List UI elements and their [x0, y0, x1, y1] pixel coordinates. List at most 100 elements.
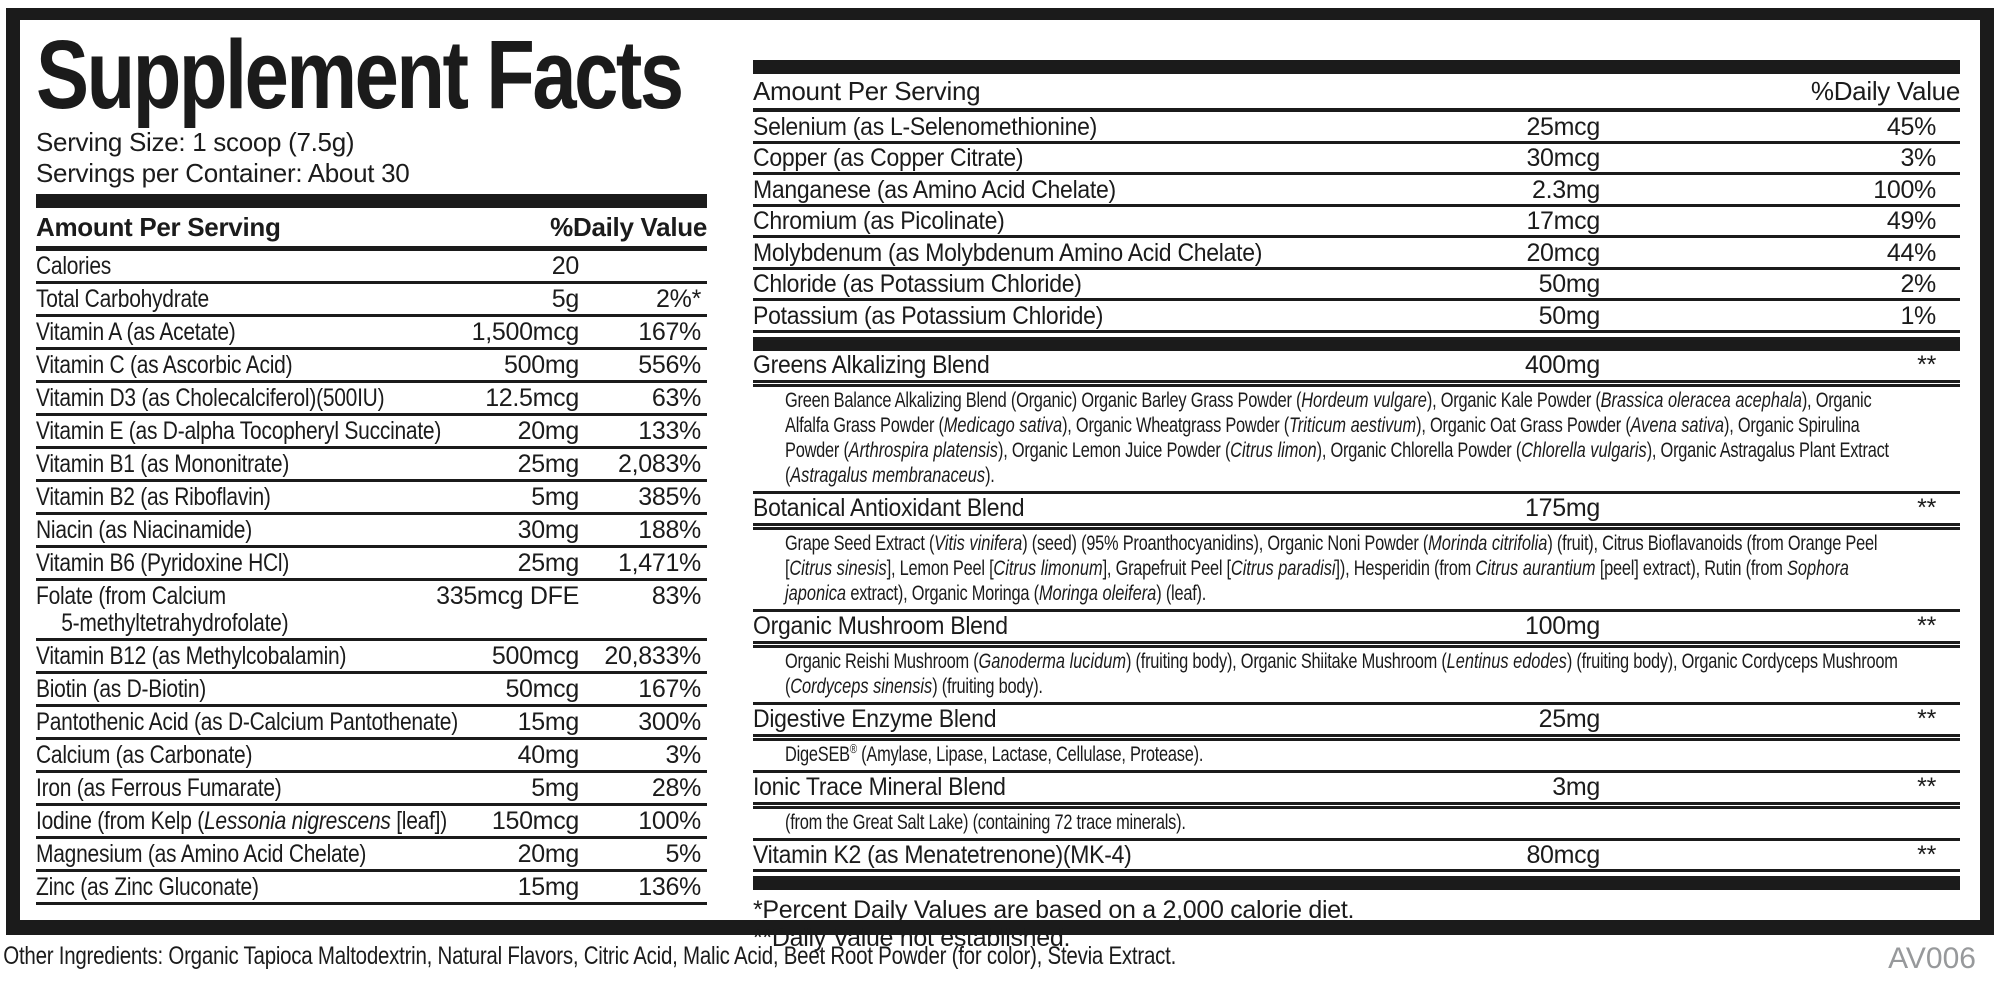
left-column: Supplement Facts Serving Size: 1 scoop (… — [36, 20, 707, 905]
nutrient-row: Calcium (as Carbonate) 40mg 3% — [36, 740, 707, 773]
blend-description: DigeSEB® (Amylase, Lipase, Lactase, Cell… — [753, 741, 1960, 773]
nutrient-amount: 30mg — [517, 516, 580, 544]
nutrient-name: Chromium (as Picolinate) — [753, 207, 1005, 235]
blend-daily-value: ** — [1917, 494, 1936, 522]
nutrient-row: Chromium (as Picolinate) 17mcg 49% — [753, 207, 1960, 238]
servings-per-container: Servings per Container: About 30 — [36, 158, 410, 188]
nutrient-row: Vitamin B1 (as Mononitrate) 25mg 2,083% — [36, 449, 707, 482]
nutrient-name: Selenium (as L-Selenomethionine) — [753, 112, 1098, 141]
nutrient-daily-value: 2,083% — [618, 450, 701, 478]
blend-description-text: Organic Reishi Mushroom (Ganoderma lucid… — [785, 649, 1898, 698]
blend-amount: 25mg — [1538, 705, 1601, 733]
nutrient-name: Pantothenic Acid (as D-Calcium Pantothen… — [36, 708, 458, 736]
blend-table: Greens Alkalizing Blend 400mg ** Green B… — [753, 351, 1960, 841]
nutrient-daily-value: 5% — [665, 840, 701, 868]
nutrient-name: Molybdenum (as Molybdenum Amino Acid Che… — [753, 238, 1263, 267]
right-table-header: Amount Per Serving %Daily Value — [753, 74, 1960, 112]
nutrient-daily-value: 44% — [1886, 238, 1936, 267]
nutrient-amount: 15mg — [517, 873, 580, 901]
nutrient-amount: 17mcg — [1526, 207, 1600, 235]
nutrient-name: Vitamin B12 (as Methylcobalamin) — [36, 642, 347, 670]
right-nutrient-table-bottom: Vitamin K2 (as Menatetrenone)(MK-4) 80mc… — [753, 841, 1960, 872]
blend-daily-value: ** — [1917, 612, 1936, 640]
nutrient-amount: 25mg — [517, 549, 580, 577]
nutrient-amount: 500mcg — [491, 642, 579, 670]
nutrient-daily-value: 83% — [651, 582, 701, 610]
blend-daily-value: ** — [1917, 351, 1936, 379]
nutrient-name: Vitamin B6 (Pyridoxine HCl) — [36, 549, 290, 577]
nutrient-row: Vitamin C (as Ascorbic Acid) 500mg 556% — [36, 350, 707, 383]
nutrient-name: Copper (as Copper Citrate) — [753, 144, 1024, 172]
nutrient-row: Selenium (as L-Selenomethionine) 25mcg 4… — [753, 112, 1960, 144]
blend-amount: 3mg — [1552, 773, 1600, 801]
nutrient-row: Vitamin B6 (Pyridoxine HCl) 25mg 1,471% — [36, 548, 707, 581]
nutrient-daily-value: 133% — [638, 417, 701, 445]
amount-per-serving-label: Amount Per Serving — [753, 76, 981, 106]
nutrient-row: Vitamin D3 (as Cholecalciferol)(500IU) 1… — [36, 383, 707, 416]
supplement-facts-panel: Supplement Facts Serving Size: 1 scoop (… — [6, 8, 1994, 952]
nutrient-amount: 20mg — [517, 840, 580, 868]
divider-bar — [753, 60, 1960, 74]
blend-description-text: Green Balance Alkalizing Blend (Organic)… — [785, 388, 1889, 487]
blend-name: Greens Alkalizing Blend — [753, 351, 990, 379]
nutrient-amount: 80mcg — [1526, 841, 1600, 869]
nutrient-amount: 5mg — [531, 774, 579, 802]
nutrient-row: Vitamin B12 (as Methylcobalamin) 500mcg … — [36, 641, 707, 674]
nutrient-row: Niacin (as Niacinamide) 30mg 188% — [36, 515, 707, 548]
footnote: *Percent Daily Values are based on a 2,0… — [753, 896, 1355, 924]
double-rule — [753, 640, 1960, 648]
right-column: Amount Per Serving %Daily Value Selenium… — [753, 20, 1960, 952]
blend-description-text: Grape Seed Extract (Vitis vinifera) (see… — [785, 531, 1878, 605]
blend-amount: 175mg — [1525, 494, 1600, 522]
blend-row: Greens Alkalizing Blend 400mg ** — [753, 351, 1960, 380]
nutrient-amount: 12.5mcg — [485, 384, 579, 412]
divider-bar — [753, 876, 1960, 890]
product-code: AV006 — [1888, 942, 1976, 975]
nutrient-name: Vitamin B1 (as Mononitrate) — [36, 450, 290, 478]
blend-description: (from the Great Salt Lake) (containing 7… — [753, 809, 1960, 841]
nutrient-name: Vitamin K2 (as Menatetrenone)(MK-4) — [753, 841, 1132, 869]
nutrient-row: Molybdenum (as Molybdenum Amino Acid Che… — [753, 238, 1960, 270]
nutrient-name: Chloride (as Potassium Chloride) — [753, 270, 1082, 298]
nutrient-name: Folate (from Calcium 5-methyltetrahydrofo… — [36, 582, 289, 637]
nutrient-row: Total Carbohydrate 5g 2%* — [36, 284, 707, 317]
nutrient-name: Potassium (as Potassium Chloride) — [753, 301, 1104, 330]
nutrient-name: Niacin (as Niacinamide) — [36, 516, 252, 544]
nutrient-daily-value: 167% — [638, 675, 701, 703]
footer-row: Other Ingredients: Organic Tapioca Malto… — [0, 942, 2000, 976]
right-nutrient-table: Selenium (as L-Selenomethionine) 25mcg 4… — [753, 112, 1960, 333]
nutrient-daily-value: 63% — [651, 384, 701, 412]
nutrient-amount: 50mg — [1538, 270, 1601, 298]
nutrient-daily-value: 20,833% — [604, 642, 701, 670]
nutrient-daily-value: 28% — [651, 774, 701, 802]
nutrient-row: Calories 20 — [36, 251, 707, 284]
nutrient-name: Vitamin B2 (as Riboflavin) — [36, 483, 271, 511]
nutrient-amount: 50mcg — [505, 675, 579, 703]
blend-name: Botanical Antioxidant Blend — [753, 494, 1025, 522]
blend-amount: 400mg — [1525, 351, 1600, 379]
blend-name: Organic Mushroom Blend — [753, 612, 1008, 640]
other-ingredients: Other Ingredients: Organic Tapioca Malto… — [3, 942, 1177, 970]
nutrient-name: Magnesium (as Amino Acid Chelate) — [36, 840, 367, 868]
nutrient-amount: 335mcg DFE — [436, 582, 579, 610]
nutrient-amount: 15mg — [517, 708, 580, 736]
nutrient-name: Vitamin D3 (as Cholecalciferol)(500IU) — [36, 384, 385, 412]
nutrient-amount: 25mcg — [1526, 112, 1600, 141]
blend-amount: 100mg — [1525, 612, 1600, 640]
blend-description: Green Balance Alkalizing Blend (Organic)… — [753, 387, 1960, 494]
nutrient-daily-value: 3% — [665, 741, 701, 769]
footnote: **Daily Value not established. — [753, 924, 1071, 952]
nutrient-amount: 2.3mg — [1532, 175, 1600, 204]
blend-description: Organic Reishi Mushroom (Ganoderma lucid… — [753, 648, 1960, 705]
nutrient-daily-value: 2%* — [656, 285, 701, 313]
nutrient-name: Calcium (as Carbonate) — [36, 741, 253, 769]
footnotes: *Percent Daily Values are based on a 2,0… — [753, 896, 1960, 952]
nutrient-daily-value: 49% — [1886, 207, 1936, 235]
blend-description-text: (from the Great Salt Lake) (containing 7… — [785, 810, 1186, 834]
nutrient-name: Iron (as Ferrous Fumarate) — [36, 774, 282, 802]
double-rule — [753, 733, 1960, 741]
nutrient-row: Copper (as Copper Citrate) 30mcg 3% — [753, 144, 1960, 175]
amount-per-serving-label: Amount Per Serving — [36, 212, 281, 242]
nutrient-row: Pantothenic Acid (as D-Calcium Pantothen… — [36, 707, 707, 740]
nutrient-name: Zinc (as Zinc Gluconate) — [36, 873, 259, 901]
